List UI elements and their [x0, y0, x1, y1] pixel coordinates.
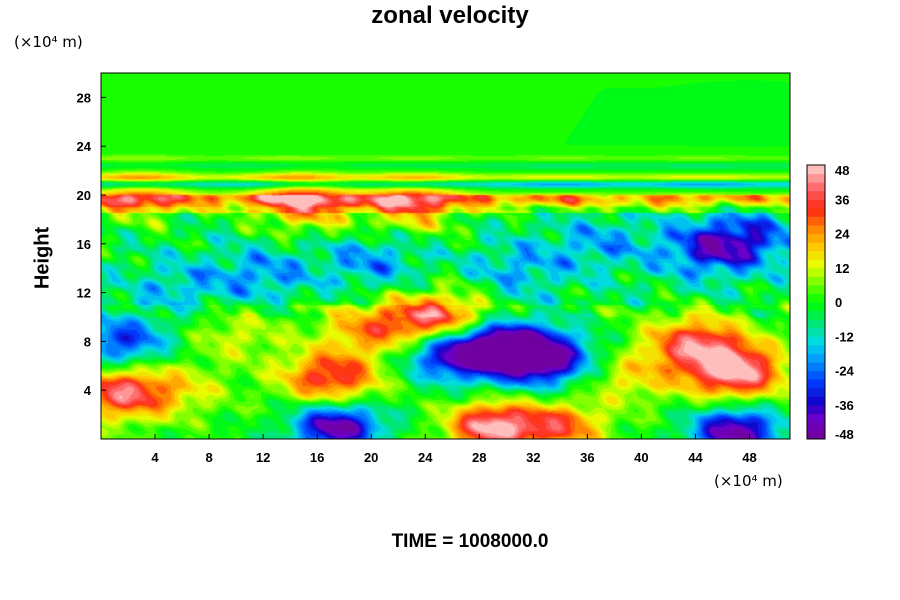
- x-axis-unit: (×10⁴ m): [714, 472, 783, 490]
- colorbar-swatch: [807, 250, 825, 260]
- colorbar-swatch: [807, 310, 825, 320]
- colorbar-tick-label: 36: [835, 192, 849, 207]
- colorbar-swatch: [807, 370, 825, 380]
- colorbar-tick-label: 48: [835, 163, 849, 178]
- x-tick-label: 16: [310, 450, 324, 465]
- colorbar-swatch: [807, 207, 825, 217]
- colorbar-swatch: [807, 165, 825, 175]
- colorbar: [806, 164, 826, 440]
- y-tick-label: 16: [77, 237, 91, 252]
- colorbar-swatch: [807, 302, 825, 312]
- colorbar-swatch: [807, 242, 825, 252]
- colorbar-swatch: [807, 327, 825, 337]
- x-tick-label: 24: [418, 450, 433, 465]
- colorbar-swatch: [807, 173, 825, 183]
- x-tick-label: 40: [634, 450, 648, 465]
- colorbar-swatch: [807, 336, 825, 346]
- x-tick-label: 20: [364, 450, 378, 465]
- colorbar-swatch: [807, 293, 825, 303]
- colorbar-swatch: [807, 421, 825, 431]
- colorbar-swatch: [807, 361, 825, 371]
- colorbar-tick-label: 0: [835, 295, 842, 310]
- colorbar-tick-label: 24: [835, 227, 850, 242]
- colorbar-tick-label: -12: [835, 329, 854, 344]
- time-label: TIME = 1008000.0: [391, 531, 549, 552]
- x-tick-label: 4: [151, 450, 159, 465]
- y-tick-label: 12: [77, 286, 91, 301]
- x-axis-ticks: 4 8 12 16 20 24 28 32 36 40 44 48: [151, 434, 757, 465]
- y-axis-ticks: 4 8 12 16 20 24 28: [77, 90, 106, 398]
- colorbar-swatch: [807, 267, 825, 277]
- colorbar-swatch: [807, 344, 825, 354]
- colorbar-tick-label: 12: [835, 261, 849, 276]
- colorbar-swatch: [807, 182, 825, 192]
- colorbar-swatch: [807, 319, 825, 329]
- y-axis-unit: (×10⁴ m): [14, 33, 83, 51]
- colorbar-swatch: [807, 404, 825, 414]
- colorbar-tick-label: -24: [835, 364, 855, 379]
- colorbar-swatch: [807, 276, 825, 286]
- colorbar-swatch: [807, 387, 825, 397]
- colorbar-swatch: [807, 284, 825, 294]
- colorbar-swatch: [807, 430, 825, 440]
- colorbar-swatch: [807, 216, 825, 226]
- colorbar-swatch: [807, 190, 825, 200]
- y-tick-label: 24: [77, 139, 92, 154]
- colorbar-swatch: [807, 199, 825, 209]
- chart-title: zonal velocity: [371, 2, 529, 29]
- heatmap-field: [101, 73, 790, 439]
- colorbar-tick-label: -36: [835, 398, 854, 413]
- colorbar-ticks: 48 36 24 12 0 -12 -24 -36 -48: [835, 163, 855, 442]
- colorbar-swatch: [807, 353, 825, 363]
- y-tick-label: 8: [84, 334, 91, 349]
- x-tick-label: 44: [688, 450, 703, 465]
- y-tick-label: 4: [84, 383, 92, 398]
- x-tick-label: 28: [472, 450, 486, 465]
- colorbar-swatch: [807, 259, 825, 269]
- colorbar-tick-label: -48: [835, 427, 854, 442]
- colorbar-swatch: [807, 413, 825, 423]
- heatmap-image: [101, 73, 790, 439]
- y-tick-label: 28: [77, 90, 91, 105]
- colorbar-swatch: [807, 379, 825, 389]
- colorbar-swatch: [807, 396, 825, 406]
- x-tick-label: 8: [205, 450, 212, 465]
- x-tick-label: 48: [742, 450, 756, 465]
- x-tick-label: 32: [526, 450, 540, 465]
- x-tick-label: 12: [256, 450, 270, 465]
- y-tick-label: 20: [77, 188, 91, 203]
- colorbar-frame: [806, 164, 826, 440]
- colorbar-swatch: [807, 224, 825, 234]
- plot-frame: [100, 72, 791, 440]
- colorbar-swatch: [807, 233, 825, 243]
- x-tick-label: 36: [580, 450, 594, 465]
